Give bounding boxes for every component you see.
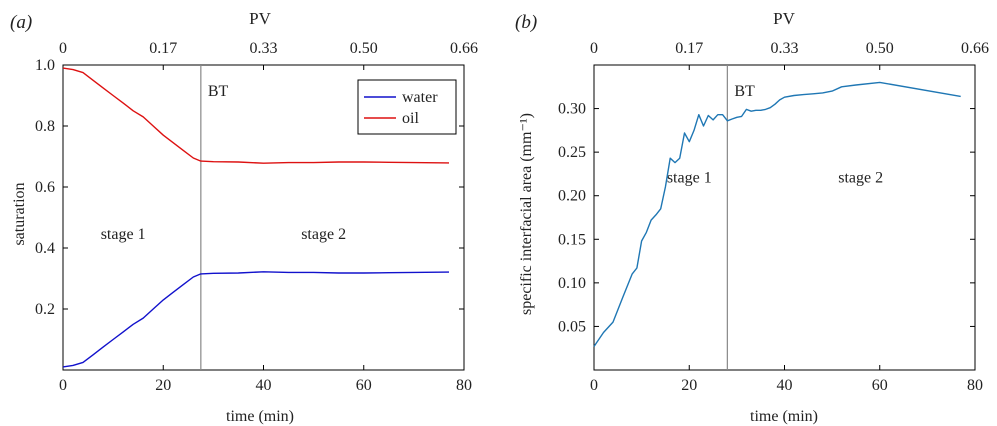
panel-a-top-axis-label: PV	[249, 9, 271, 28]
x-tick-label: 0	[59, 377, 67, 394]
top-tick-label: 0.50	[350, 40, 378, 57]
breakthrough-label: BT	[208, 83, 229, 100]
x-tick-label: 80	[967, 377, 983, 394]
legend: water oil	[357, 79, 457, 135]
x-tick-label: 20	[155, 377, 171, 394]
y-tick-label: 0.20	[558, 188, 586, 205]
panel-b-xlabel: time (min)	[750, 408, 818, 425]
top-tick-label: 0.33	[771, 40, 799, 57]
stage-label: stage 1	[101, 226, 146, 243]
legend-label-oil: oil	[402, 110, 419, 127]
x-tick-label: 20	[681, 377, 697, 394]
top-tick-label: 0	[59, 40, 67, 57]
panel-b-ylabel: specific interfacial area (mm⁻¹)	[518, 113, 535, 315]
panel-b-top-axis-label: PV	[773, 9, 795, 28]
series-line-interfacial-area	[593, 81, 961, 347]
top-tick-label: 0.66	[450, 40, 478, 57]
y-tick-label: 0.05	[558, 318, 586, 335]
x-tick-label: 80	[456, 377, 472, 394]
top-tick-label: 0.33	[250, 40, 278, 57]
stage-label: stage 2	[301, 226, 346, 243]
legend-label-water: water	[402, 89, 438, 106]
panel-b: (b) PV time (min) specific interfacial a…	[515, 9, 989, 425]
panel-a-xlabel: time (min)	[226, 408, 294, 425]
panel-b-label: (b)	[515, 12, 537, 33]
legend-box	[357, 79, 457, 135]
y-tick-label: 0.4	[35, 240, 55, 257]
series-line-water	[62, 271, 450, 368]
panel-a: (a) PV time (min) saturation 0 20 40 60 80 0 0…	[10, 9, 478, 425]
series-line-oil	[62, 67, 450, 164]
y-tick-label: 1.0	[35, 57, 55, 74]
y-tick-label: 0.15	[558, 231, 586, 248]
y-tick-label: 0.8	[35, 118, 55, 135]
x-tick-label: 60	[872, 377, 888, 394]
x-tick-label: 40	[777, 377, 793, 394]
top-tick-label: 0.66	[961, 40, 989, 57]
stage-label: stage 1	[667, 170, 712, 187]
x-tick-label: 0	[590, 377, 598, 394]
breakthrough-label: BT	[734, 83, 755, 100]
y-tick-label: 0.25	[558, 144, 586, 161]
top-tick-label: 0	[590, 40, 598, 57]
top-tick-label: 0.17	[675, 40, 703, 57]
panel-a-ylabel: saturation	[11, 182, 28, 245]
top-tick-label: 0.17	[149, 40, 177, 57]
y-tick-label: 0.6	[35, 179, 55, 196]
x-tick-label: 60	[356, 377, 372, 394]
x-tick-label: 40	[256, 377, 272, 394]
panel-b-frame	[593, 64, 976, 371]
y-tick-label: 0.30	[558, 101, 586, 118]
top-tick-label: 0.50	[866, 40, 894, 57]
y-tick-label: 0.10	[558, 275, 586, 292]
panel-a-label: (a)	[10, 12, 32, 33]
stage-label: stage 2	[838, 170, 883, 187]
y-tick-label: 0.2	[35, 301, 55, 318]
